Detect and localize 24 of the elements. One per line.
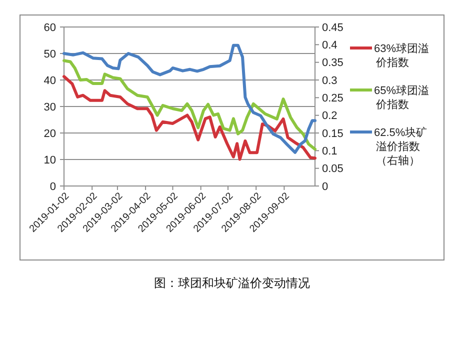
y-tick-label: 10 — [44, 154, 56, 166]
legend-label: 63%球团溢价指数 — [374, 42, 430, 69]
y-tick-label: 40 — [44, 74, 56, 87]
y-tick-label: 0 — [50, 180, 56, 193]
y2-tick-label: 0 — [322, 180, 328, 193]
y-tick-label: 20 — [44, 128, 56, 140]
y-tick-label: 50 — [44, 48, 56, 60]
line-series — [62, 75, 316, 161]
y2-tick-label: 0.2 — [322, 110, 338, 122]
y2-tick-label: 0.05 — [322, 163, 344, 176]
y2-tick-label: 0.3 — [322, 74, 338, 87]
y2-tick-label: 0.1 — [322, 146, 338, 158]
y2-tick-label: 0.4 — [322, 40, 338, 52]
y2-tick-label: 0.25 — [322, 92, 344, 105]
y2-tick-label: 0.35 — [322, 57, 344, 70]
y-tick-label: 60 — [44, 22, 56, 34]
line-series — [62, 59, 316, 151]
line-series — [62, 44, 316, 154]
legend-label: 62.5%块矿溢价指数（右轴） — [374, 126, 428, 167]
y-tick-label: 30 — [44, 101, 56, 114]
legend-label: 65%球团溢价指数 — [374, 84, 430, 111]
text: 图：球团和块矿溢价变动情况 — [154, 276, 310, 290]
y2-tick-label: 0.15 — [322, 128, 344, 140]
y2-tick-label: 0.45 — [322, 22, 344, 34]
